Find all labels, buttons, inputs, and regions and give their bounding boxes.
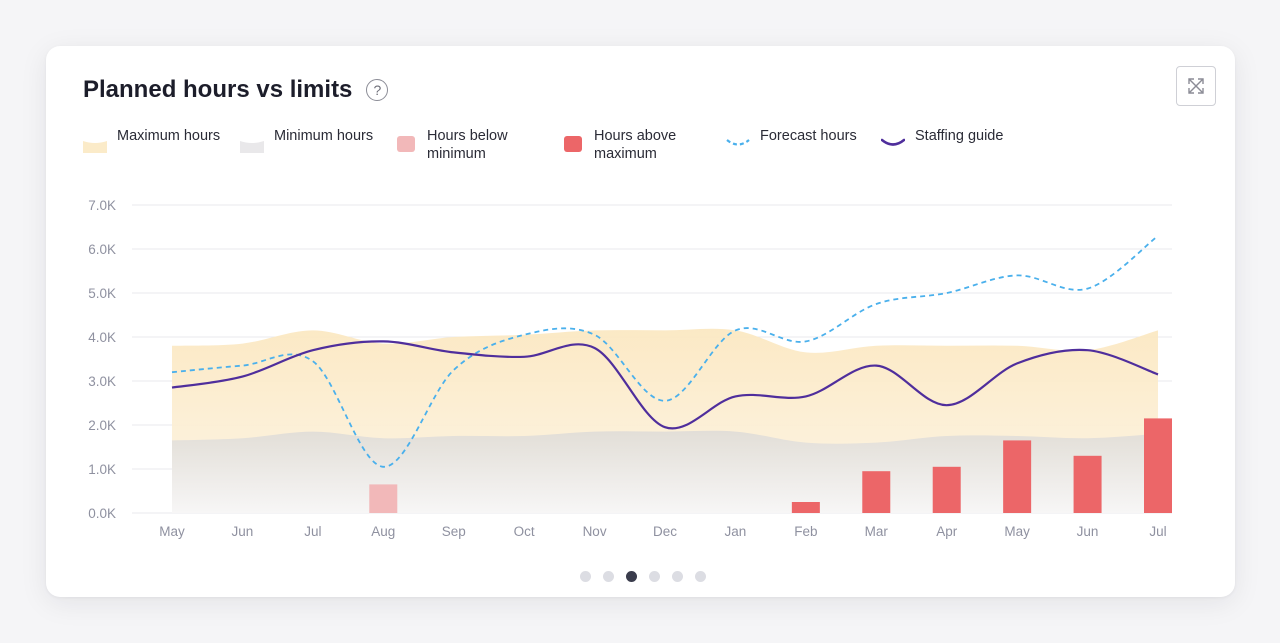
legend-label: Hours above maximum (594, 128, 677, 162)
x-tick-label: Sep (442, 524, 466, 539)
series-line-staffing-guide[interactable] (171, 340, 1159, 430)
y-tick-label: 4.0K (88, 330, 116, 345)
legend-swatch (240, 141, 264, 153)
y-tick-label: 3.0K (88, 374, 116, 389)
x-tick-label: Nov (583, 524, 607, 539)
x-tick-label: Apr (936, 524, 958, 539)
series-line-forecast-hours[interactable] (171, 235, 1159, 468)
legend-label: Staffing guide (915, 128, 1004, 144)
legend-item: Hours above maximum (560, 127, 704, 163)
legend-swatch (564, 136, 582, 152)
pager-dot[interactable] (626, 571, 637, 582)
legend-label: Maximum hours (117, 128, 221, 144)
legend-item: Forecast hours (726, 127, 870, 153)
expand-button[interactable] (1176, 66, 1216, 106)
x-tick-label: Dec (653, 524, 677, 539)
x-tick-label: May (159, 524, 185, 539)
area-minimum-hours (172, 430, 1158, 513)
pager-dot[interactable] (649, 571, 660, 582)
chart-title: Planned hours vs limits (83, 76, 353, 103)
y-tick-label: 1.0K (88, 462, 116, 477)
bar-hours-above-maximum[interactable] (1003, 440, 1032, 513)
expand-icon (1188, 78, 1204, 94)
bar-hours-above-maximum[interactable] (791, 502, 820, 513)
title-row: Planned hours vs limits ? (83, 76, 389, 104)
x-tick-label: Feb (794, 524, 817, 539)
x-tick-label: May (1004, 524, 1030, 539)
legend-item: Staffing guide (881, 127, 1025, 153)
bar-hours-above-maximum[interactable] (932, 466, 961, 513)
pager-dot[interactable] (603, 571, 614, 582)
x-tick-label: Jun (232, 524, 254, 539)
chart-plot: 0.0K 1.0K 2.0K 3.0K 4.0K 5.0K 6.0K 7.0K May Jun Ju… (88, 198, 1172, 539)
legend-swatch (83, 141, 107, 153)
bar-hours-above-maximum[interactable] (1144, 418, 1172, 513)
legend-label: Hours below minimum (427, 128, 508, 162)
pager-dot[interactable] (695, 571, 706, 582)
pager-dot[interactable] (580, 571, 591, 582)
x-tick-label: Jun (1077, 524, 1099, 539)
x-tick-label: Mar (865, 524, 889, 539)
legend-item: Maximum hours (83, 127, 227, 153)
bar-hours-above-maximum[interactable] (862, 471, 891, 513)
legend-item: Hours below minimum (393, 127, 537, 163)
legend-swatch (881, 138, 905, 146)
pager-dot[interactable] (672, 571, 683, 582)
question-circle-icon[interactable]: ? (366, 79, 389, 101)
y-tick-label: 7.0K (88, 198, 116, 213)
x-tick-label: Jul (1149, 524, 1166, 539)
legend-item: Minimum hours (240, 127, 384, 153)
y-tick-label: 2.0K (88, 418, 116, 433)
legend-label: Forecast hours (760, 128, 857, 144)
legend-label: Minimum hours (274, 128, 374, 144)
x-tick-label: Jul (304, 524, 321, 539)
x-tick-label: Aug (371, 524, 395, 539)
x-tick-label: Jan (725, 524, 747, 539)
legend-swatch (397, 136, 415, 152)
y-tick-label: 0.0K (88, 506, 116, 521)
legend-swatch (726, 139, 750, 146)
x-tick-label: Oct (514, 524, 535, 539)
pager (580, 571, 706, 582)
bar-hours-above-maximum[interactable] (1073, 455, 1102, 513)
y-tick-label: 5.0K (88, 286, 116, 301)
y-tick-label: 6.0K (88, 242, 116, 257)
bar-hours-below-minimum[interactable] (369, 484, 398, 513)
chart-card: Planned hours vs limits ? Maximum hours M… (46, 46, 1235, 597)
